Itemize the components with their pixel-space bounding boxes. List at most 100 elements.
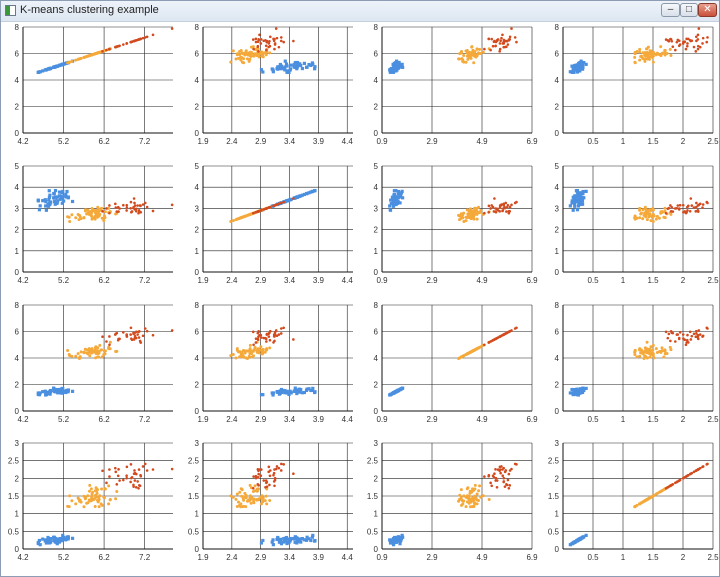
- data-point-cluster-3: [133, 201, 136, 205]
- data-point-cluster-3: [118, 337, 121, 341]
- data-point-cluster-1: [53, 65, 58, 69]
- data-point-cluster-2: [259, 345, 263, 349]
- data-point-cluster-3: [101, 50, 104, 53]
- data-point-cluster-3: [705, 326, 709, 330]
- data-point-cluster-2: [94, 493, 98, 497]
- data-point-cluster-3: [505, 210, 508, 213]
- y-tick-label: 2.5: [367, 457, 379, 466]
- data-point-cluster-2: [646, 45, 650, 49]
- data-point-cluster-1: [399, 537, 404, 541]
- data-point-cluster-3: [698, 45, 702, 49]
- data-point-cluster-3: [137, 211, 140, 215]
- y-tick-label: 0: [555, 545, 560, 554]
- data-point-cluster-2: [88, 354, 92, 358]
- data-point-cluster-3: [687, 37, 690, 41]
- data-point-cluster-2: [475, 502, 479, 506]
- x-tick-label: 2.9: [255, 553, 267, 562]
- data-point-cluster-2: [90, 211, 94, 215]
- data-point-cluster-3: [502, 480, 506, 483]
- data-point-cluster-1: [399, 191, 404, 195]
- data-point-cluster-1: [44, 391, 48, 395]
- data-point-cluster-3: [508, 469, 512, 472]
- data-point-cluster-3: [132, 197, 136, 200]
- data-point-cluster-1: [62, 62, 66, 66]
- data-point-cluster-1: [389, 392, 393, 397]
- data-point-cluster-1: [300, 193, 304, 197]
- data-point-cluster-3: [698, 333, 702, 336]
- data-point-cluster-2: [473, 53, 477, 57]
- data-point-cluster-2: [248, 483, 252, 487]
- y-tick-label: 2: [374, 381, 379, 390]
- data-point-cluster-2: [461, 216, 465, 220]
- data-point-cluster-2: [253, 484, 257, 488]
- data-point-cluster-3: [705, 200, 709, 204]
- data-point-cluster-3: [135, 472, 138, 476]
- data-point-cluster-3: [256, 210, 260, 213]
- data-point-cluster-2: [247, 354, 251, 358]
- data-point-cluster-2: [651, 220, 655, 224]
- data-point-cluster-3: [135, 209, 138, 213]
- data-point-cluster-3: [141, 334, 145, 338]
- data-point-cluster-3: [492, 210, 496, 213]
- x-tick-label: 6.9: [526, 553, 538, 562]
- data-point-cluster-3: [114, 206, 118, 209]
- title-bar[interactable]: K-means clustering example – □ ✕: [1, 1, 719, 22]
- data-point-cluster-2: [74, 58, 78, 62]
- data-point-cluster-2: [457, 57, 461, 61]
- data-point-cluster-2: [94, 356, 98, 360]
- data-point-cluster-1: [572, 64, 576, 69]
- data-point-cluster-3: [505, 39, 509, 43]
- data-point-cluster-3: [490, 484, 494, 488]
- y-tick-label: 4: [15, 76, 20, 85]
- data-point-cluster-1: [575, 387, 579, 391]
- data-point-cluster-3: [508, 209, 512, 213]
- data-point-cluster-2: [108, 498, 112, 502]
- data-point-cluster-3: [277, 333, 281, 336]
- data-point-cluster-3: [273, 468, 276, 471]
- y-tick-label: 3: [195, 439, 200, 448]
- data-point-cluster-2: [458, 356, 462, 360]
- y-tick-label: 2.5: [188, 457, 200, 466]
- close-button[interactable]: ✕: [698, 3, 717, 17]
- data-point-cluster-2: [85, 55, 89, 59]
- data-point-cluster-3: [267, 42, 271, 45]
- data-point-cluster-3: [268, 205, 272, 209]
- data-point-cluster-3: [498, 468, 502, 471]
- y-tick-label: 6: [15, 328, 20, 337]
- data-point-cluster-2: [649, 208, 653, 212]
- data-point-cluster-3: [505, 206, 509, 209]
- data-point-cluster-3: [257, 472, 260, 476]
- data-point-cluster-1: [289, 536, 293, 541]
- data-point-cluster-2: [663, 206, 667, 210]
- data-point-cluster-2: [479, 495, 483, 499]
- data-point-cluster-3: [669, 204, 672, 207]
- y-tick-label: 6: [374, 50, 379, 59]
- data-point-cluster-3: [252, 47, 255, 51]
- data-point-cluster-1: [300, 536, 304, 541]
- x-tick-label: 2: [681, 137, 686, 146]
- data-point-cluster-2: [461, 58, 465, 62]
- data-point-cluster-3: [132, 483, 135, 487]
- data-point-cluster-2: [96, 346, 100, 350]
- data-point-cluster-3: [125, 474, 128, 478]
- data-point-cluster-3: [122, 331, 125, 334]
- y-tick-label: 6: [374, 328, 379, 337]
- y-tick-label: 5: [555, 162, 560, 171]
- data-point-cluster-3: [275, 465, 279, 468]
- data-point-cluster-2: [467, 494, 471, 498]
- data-point-cluster-3: [135, 39, 138, 42]
- data-point-cluster-1: [300, 391, 304, 395]
- data-point-cluster-3: [494, 479, 497, 482]
- data-point-cluster-1: [584, 386, 588, 391]
- x-tick-label: 3.4: [284, 553, 296, 562]
- data-point-cluster-2: [260, 494, 264, 498]
- data-point-cluster-1: [292, 537, 296, 541]
- data-point-cluster-1: [310, 535, 314, 539]
- data-point-cluster-3: [259, 209, 263, 212]
- data-point-cluster-3: [272, 341, 275, 344]
- y-tick-label: 4: [374, 76, 379, 85]
- maximize-button[interactable]: □: [680, 3, 698, 17]
- data-point-cluster-2: [264, 494, 268, 498]
- minimize-button[interactable]: –: [661, 3, 680, 17]
- data-point-cluster-2: [473, 348, 477, 352]
